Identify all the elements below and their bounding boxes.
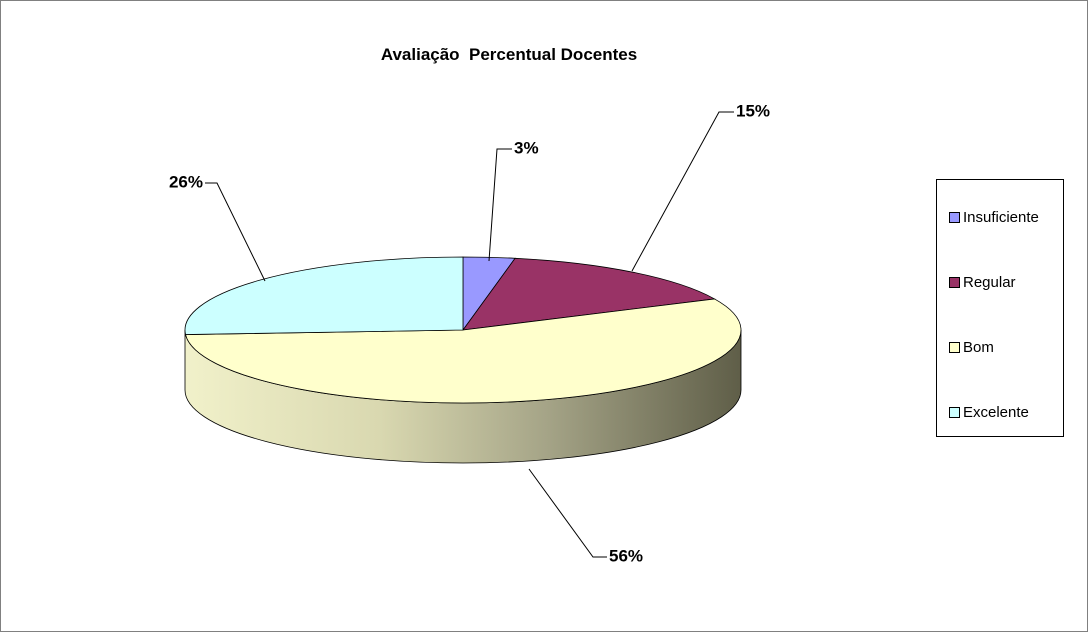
legend-item-regular: Regular bbox=[949, 272, 1016, 292]
pie-slice-excelente bbox=[184, 256, 464, 335]
legend-label-insuficiente: Insuficiente bbox=[963, 208, 1039, 226]
data-label-insuficiente: 3% bbox=[514, 138, 539, 157]
leader-line-excelente bbox=[205, 182, 266, 282]
data-label-regular: 15% bbox=[736, 101, 770, 120]
legend-item-excelente: Excelente bbox=[949, 402, 1029, 422]
pie-slice-bom bbox=[185, 298, 742, 404]
leader-line-bom bbox=[528, 468, 607, 558]
chart-title: Avaliação Percentual Docentes bbox=[380, 45, 638, 64]
legend-swatch-regular bbox=[949, 276, 960, 288]
legend-label-excelente: Excelente bbox=[963, 403, 1029, 421]
data-label-excelente: 26% bbox=[169, 172, 203, 191]
legend: Insuficiente Regular Bom Excelente bbox=[936, 179, 1064, 437]
leader-line-regular bbox=[631, 111, 734, 272]
legend-swatch-bom bbox=[949, 341, 960, 353]
legend-label-bom: Bom bbox=[963, 338, 994, 356]
pie-slice-regular bbox=[462, 257, 716, 331]
legend-swatch-insuficiente bbox=[949, 211, 960, 223]
legend-label-regular: Regular bbox=[963, 273, 1016, 291]
legend-swatch-excelente bbox=[949, 406, 960, 418]
data-label-bom: 56% bbox=[609, 546, 643, 565]
legend-item-bom: Bom bbox=[949, 337, 994, 357]
leader-line-insuficiente bbox=[488, 148, 512, 262]
legend-item-insuficiente: Insuficiente bbox=[949, 207, 1039, 227]
